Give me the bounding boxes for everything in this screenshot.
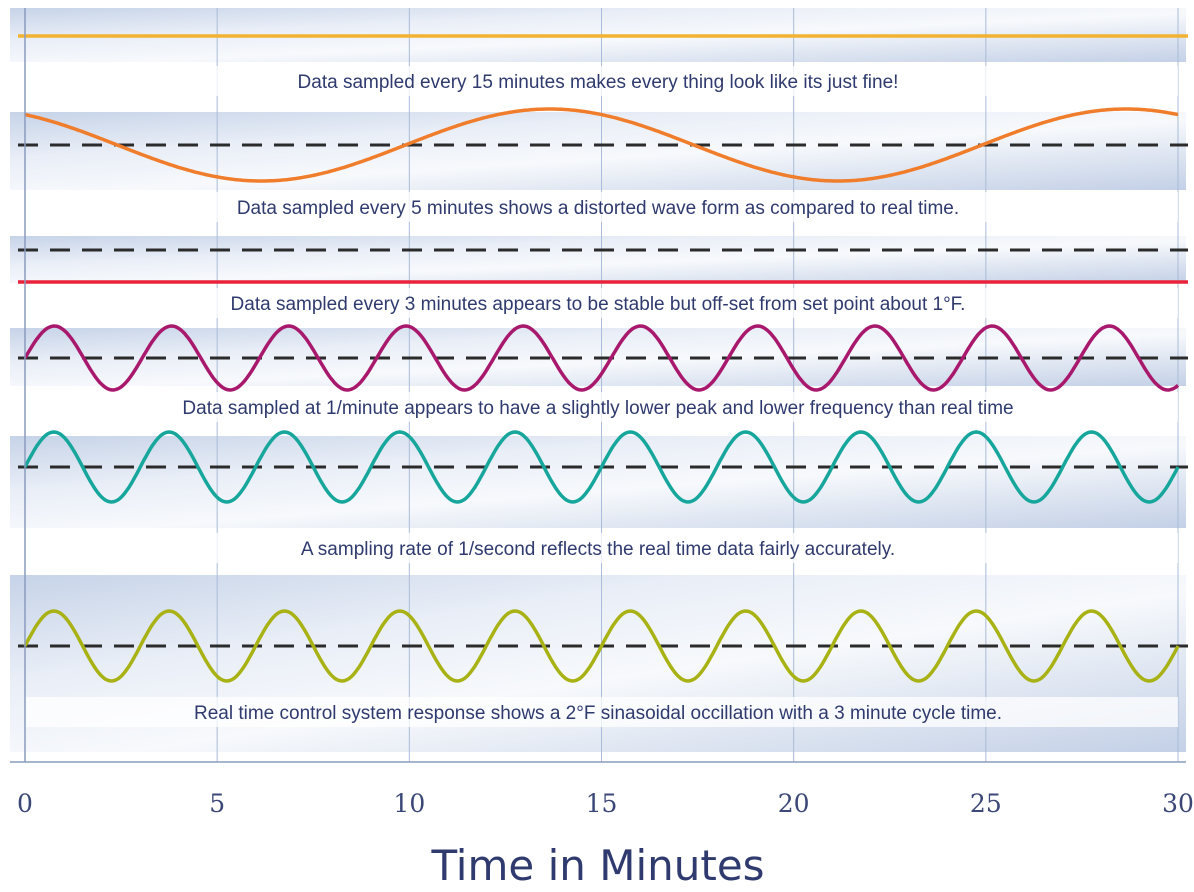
x-tick-label: 20 <box>778 789 810 818</box>
x-tick-label: 0 <box>17 789 33 818</box>
panel-caption: A sampling rate of 1/second reflects the… <box>301 539 895 560</box>
caption-strip <box>25 66 1178 96</box>
series-line <box>23 324 1180 392</box>
x-tick-label: 15 <box>586 789 618 818</box>
panel-caption: Data sampled every 15 minutes makes ever… <box>298 72 899 93</box>
panel-5: A sampling rate of 1/second reflects the… <box>18 430 1188 563</box>
series-line <box>23 609 1180 683</box>
panel-band <box>10 112 1186 190</box>
panel-2: Data sampled every 5 minutes shows a dis… <box>18 107 1188 222</box>
panel-backgrounds <box>10 8 1186 762</box>
panel-3: Data sampled every 3 minutes appears to … <box>18 248 1188 318</box>
x-tick-label: 30 <box>1162 789 1194 818</box>
panel-6: Real time control system response shows … <box>18 609 1188 727</box>
panel-caption: Data sampled every 5 minutes shows a dis… <box>237 198 959 219</box>
caption-strip <box>25 192 1178 222</box>
caption-strip <box>25 288 1178 318</box>
caption-strip <box>25 392 1178 422</box>
panel-series: Data sampled every 15 minutes makes ever… <box>18 34 1188 727</box>
series-line <box>24 107 1179 183</box>
x-tick-label: 10 <box>393 789 425 818</box>
panel-caption: Data sampled at 1/minute appears to have… <box>182 398 1013 419</box>
panel-caption: Data sampled every 3 minutes appears to … <box>231 294 966 315</box>
caption-strip <box>25 533 1178 563</box>
panel-band <box>10 236 1186 283</box>
panel-caption: Real time control system response shows … <box>194 703 1002 724</box>
panel-band <box>10 436 1186 528</box>
series-line <box>23 430 1180 504</box>
x-tick-label: 25 <box>970 789 1002 818</box>
panel-4: Data sampled at 1/minute appears to have… <box>18 324 1188 422</box>
x-tick-label: 5 <box>209 789 225 818</box>
panel-1: Data sampled every 15 minutes makes ever… <box>18 34 1188 96</box>
x-axis: 0 5 10 15 20 25 30 <box>10 8 1194 818</box>
caption-strip <box>25 697 1178 727</box>
x-axis-title: Time in Minutes <box>430 841 764 890</box>
